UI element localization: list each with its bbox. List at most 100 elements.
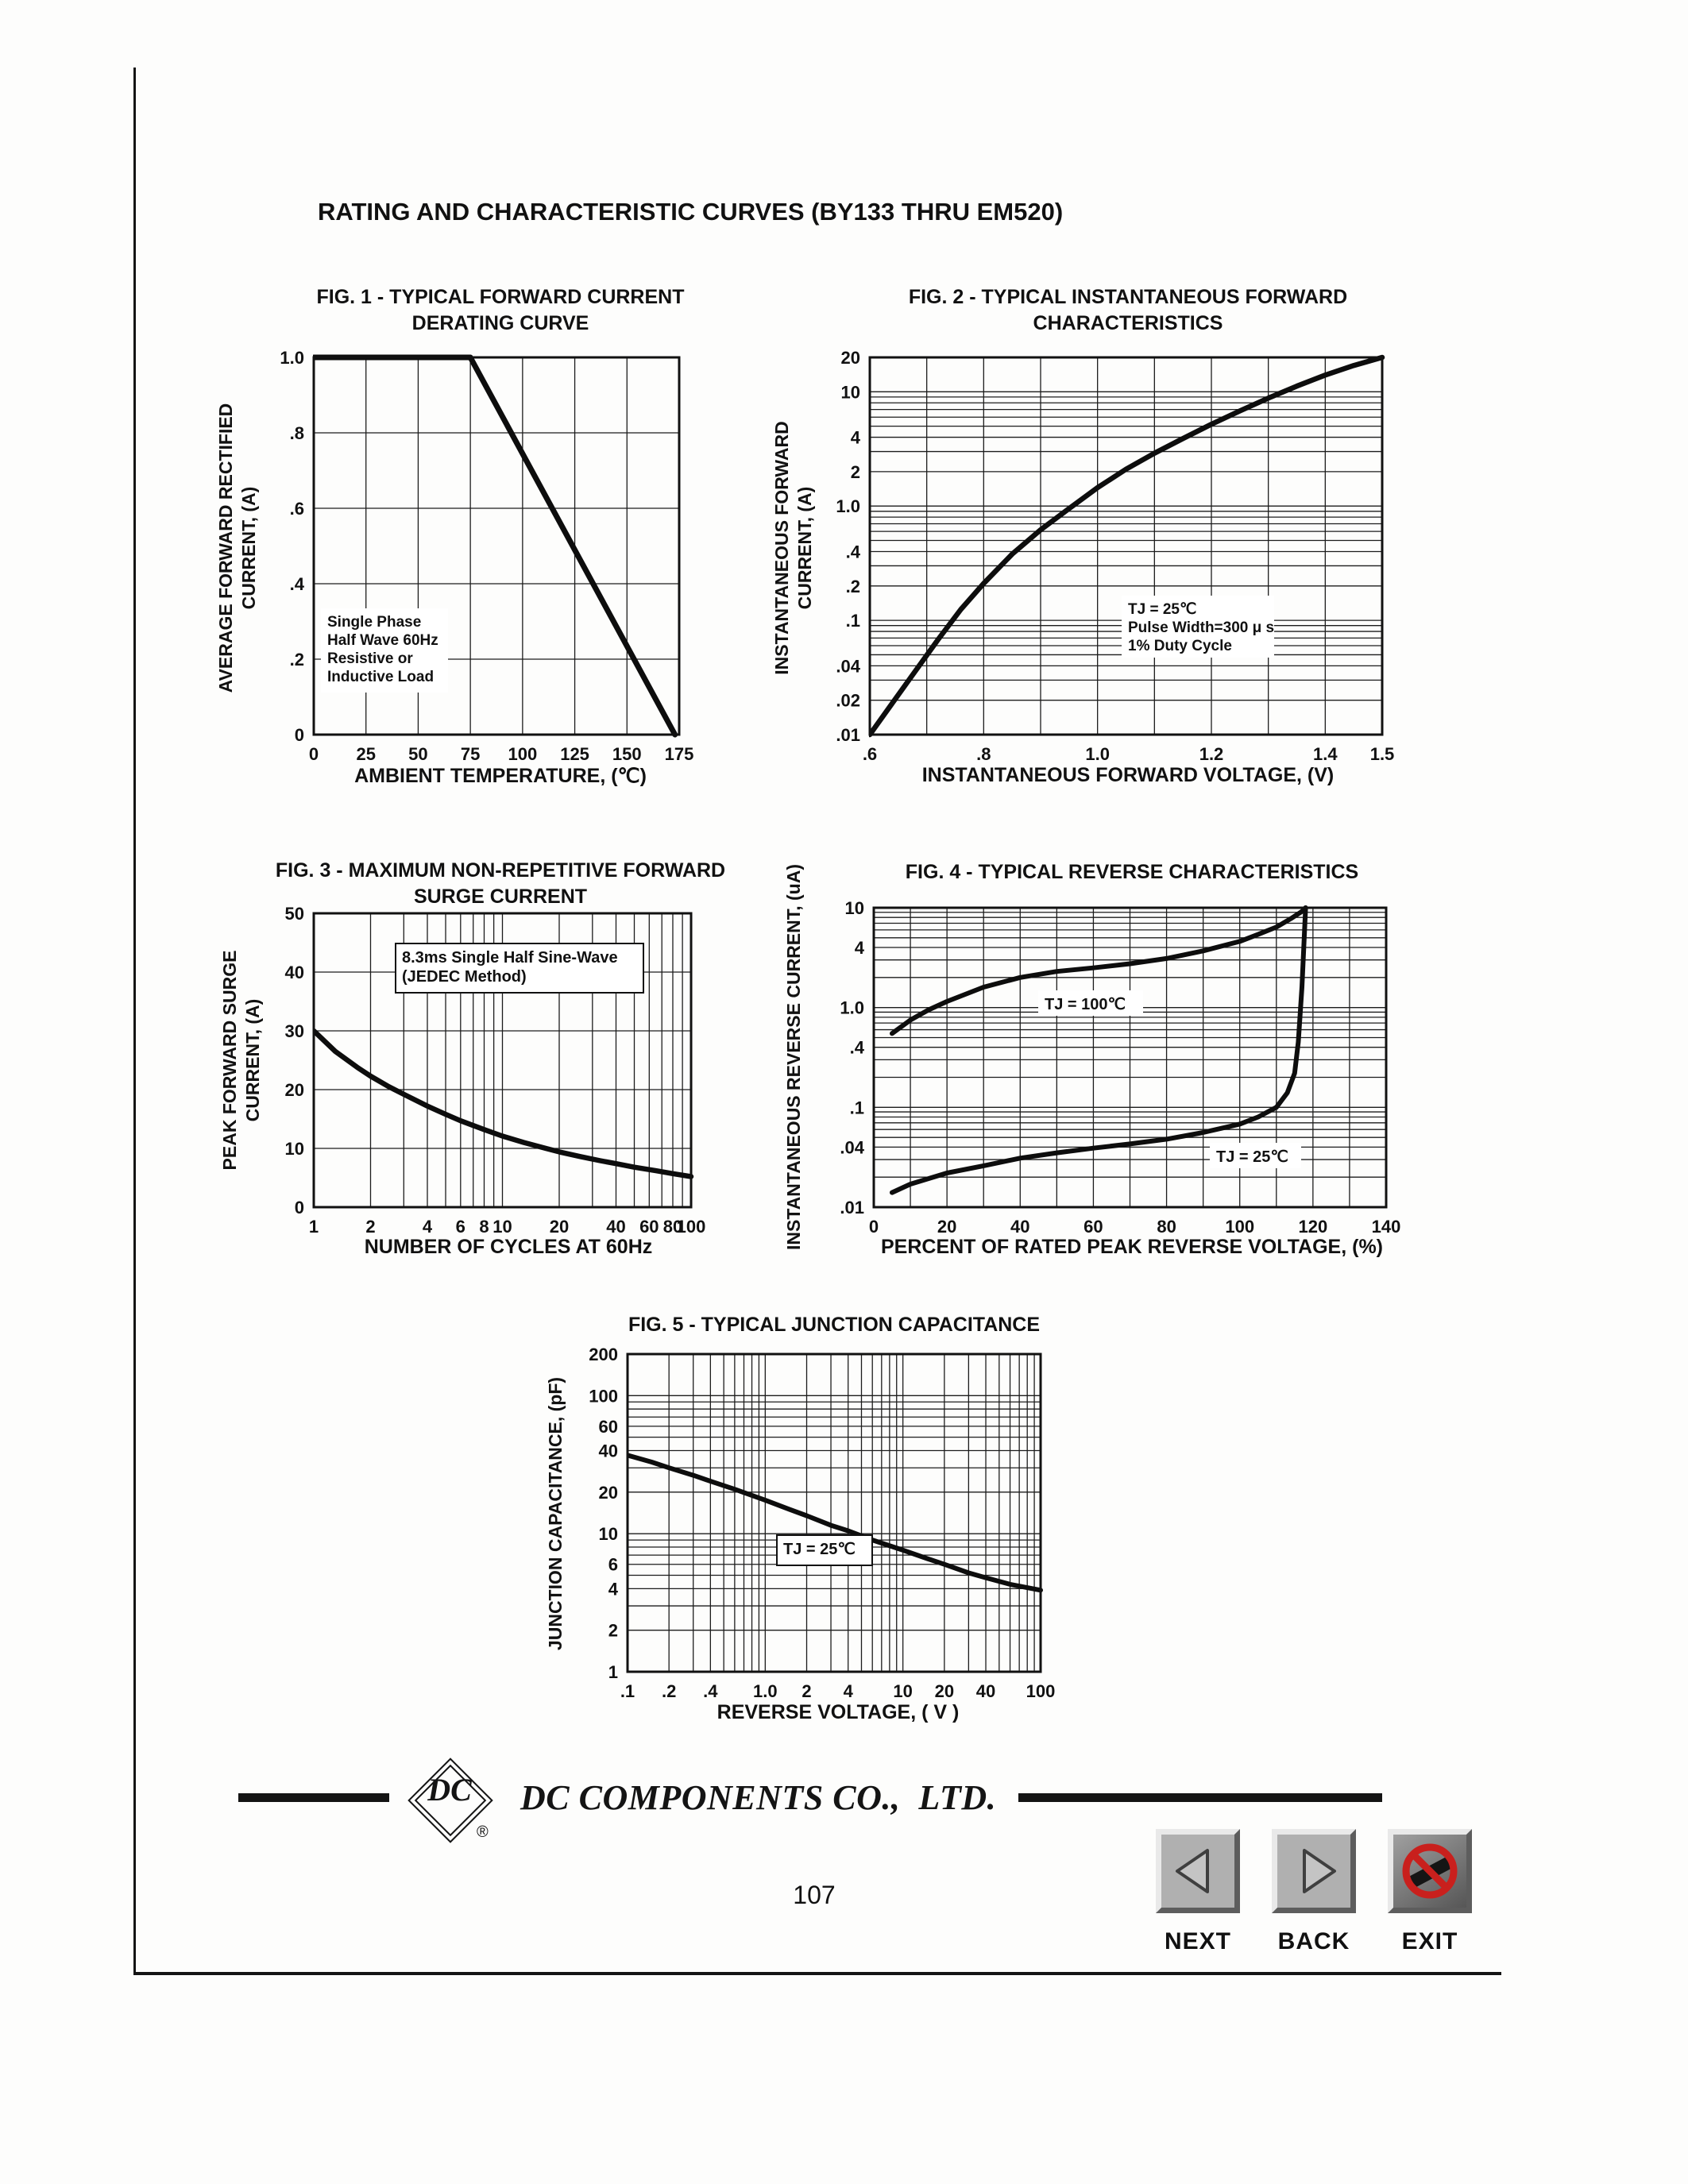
page-title: RATING AND CHARACTERISTIC CURVES (BY133 … xyxy=(318,197,1064,226)
svg-text:.4: .4 xyxy=(290,574,305,594)
svg-text:50: 50 xyxy=(285,904,304,924)
svg-text:120: 120 xyxy=(1298,1217,1327,1237)
svg-text:0: 0 xyxy=(295,725,304,745)
svg-text:100: 100 xyxy=(677,1217,706,1237)
svg-text:.8: .8 xyxy=(976,744,991,764)
svg-text:40: 40 xyxy=(285,963,304,982)
svg-text:2: 2 xyxy=(802,1681,811,1701)
svg-text:30: 30 xyxy=(285,1021,304,1041)
svg-text:10: 10 xyxy=(599,1524,618,1544)
svg-text:200: 200 xyxy=(589,1345,618,1364)
triangle-left-icon xyxy=(1176,1849,1209,1893)
svg-text:Resistive or: Resistive or xyxy=(327,650,413,667)
svg-text:1.0: 1.0 xyxy=(753,1681,778,1701)
svg-text:125: 125 xyxy=(560,744,589,764)
logo-monogram: DC xyxy=(427,1772,472,1808)
fig4-annotation-1: TJ = 25℃ xyxy=(1210,1143,1301,1168)
svg-text:6: 6 xyxy=(608,1555,618,1575)
svg-text:60: 60 xyxy=(599,1417,618,1437)
svg-text:1: 1 xyxy=(608,1662,618,1682)
svg-text:8.3ms Single Half Sine-Wave: 8.3ms Single Half Sine-Wave xyxy=(402,949,618,967)
svg-text:80: 80 xyxy=(663,1217,682,1237)
fig3-title: FIG. 3 - MAXIMUM NON-REPETITIVE FORWARD … xyxy=(275,859,726,908)
svg-text:20: 20 xyxy=(841,348,860,368)
svg-text:0: 0 xyxy=(295,1198,304,1217)
fig4-grid xyxy=(873,907,1387,1208)
svg-text:2: 2 xyxy=(851,462,860,482)
footer-rule-left xyxy=(238,1793,389,1802)
fig2-title: FIG. 2 - TYPICAL INSTANTANEOUS FORWARD C… xyxy=(908,286,1348,334)
back-button-label: BACK xyxy=(1277,1928,1350,1954)
svg-text:0: 0 xyxy=(309,744,319,764)
svg-text:75: 75 xyxy=(461,744,480,764)
svg-text:.04: .04 xyxy=(840,1137,864,1157)
svg-text:20: 20 xyxy=(599,1483,618,1503)
svg-text:.01: .01 xyxy=(840,1198,864,1217)
svg-text:40: 40 xyxy=(599,1441,618,1461)
svg-text:.01: .01 xyxy=(836,725,860,745)
svg-text:Half Wave 60Hz: Half Wave 60Hz xyxy=(327,632,438,649)
svg-text:4: 4 xyxy=(855,938,865,958)
exit-button[interactable] xyxy=(1388,1829,1472,1913)
fig1-title: FIG. 1 - TYPICAL FORWARD CURRENT DERATIN… xyxy=(316,286,685,334)
svg-text:.4: .4 xyxy=(850,1038,865,1058)
svg-text:100: 100 xyxy=(1225,1217,1254,1237)
svg-text:60: 60 xyxy=(1083,1217,1103,1237)
svg-text:40: 40 xyxy=(976,1681,995,1701)
exit-button-label: EXIT xyxy=(1401,1928,1458,1954)
svg-text:Single Phase: Single Phase xyxy=(327,614,421,631)
footer-rule-right xyxy=(1018,1793,1382,1802)
fig4-title: FIG. 4 - TYPICAL REVERSE CHARACTERISTICS xyxy=(905,861,1359,883)
svg-text:100: 100 xyxy=(1026,1681,1056,1701)
svg-text:10: 10 xyxy=(841,382,860,402)
svg-text:.6: .6 xyxy=(290,499,304,519)
svg-text:TJ = 25℃: TJ = 25℃ xyxy=(1216,1148,1288,1166)
next-button-label: NEXT xyxy=(1164,1928,1231,1954)
svg-text:8: 8 xyxy=(479,1217,489,1237)
svg-text:150: 150 xyxy=(612,744,642,764)
svg-text:2: 2 xyxy=(608,1621,618,1641)
svg-text:1.0: 1.0 xyxy=(280,348,304,368)
fig4-chart: TJ = 100℃ TJ = 25℃ 0 20 40 60 80 100 120 140 10 4 1.… xyxy=(840,898,1400,1237)
svg-text:.2: .2 xyxy=(290,650,304,669)
next-button[interactable] xyxy=(1156,1829,1240,1913)
fig5-title: FIG. 5 - TYPICAL JUNCTION CAPACITANCE xyxy=(628,1314,1041,1336)
left-border-rule xyxy=(133,68,136,1974)
svg-text:Pulse Width=300 μ s: Pulse Width=300 μ s xyxy=(1128,619,1274,636)
svg-text:TJ = 100℃: TJ = 100℃ xyxy=(1045,996,1126,1013)
svg-text:.1: .1 xyxy=(850,1098,864,1117)
svg-text:.1: .1 xyxy=(846,611,860,631)
svg-text:1.0: 1.0 xyxy=(840,998,864,1018)
svg-text:175: 175 xyxy=(665,744,694,764)
fig1-y-axis-label: AVERAGE FORWARD RECTIFIED CURRENT, (A) xyxy=(215,403,259,693)
back-button[interactable] xyxy=(1272,1829,1356,1913)
fig5-chart: TJ = 25℃ .1 .2 .4 1.0 2 4 10 20 40 100 200 100 60 40 20… xyxy=(589,1345,1056,1701)
fig5-grid xyxy=(627,1353,1041,1673)
dc-components-logo: DC ® xyxy=(407,1757,493,1843)
svg-text:1.2: 1.2 xyxy=(1199,744,1224,764)
svg-text:.2: .2 xyxy=(662,1681,676,1701)
triangle-right-icon xyxy=(1303,1849,1336,1893)
svg-text:.1: .1 xyxy=(620,1681,635,1701)
registered-trademark-symbol: ® xyxy=(477,1823,489,1841)
svg-text:TJ = 25℃: TJ = 25℃ xyxy=(783,1541,856,1558)
fig2-grid xyxy=(869,357,1383,735)
fig5-series-junction-capacitance xyxy=(627,1453,1043,1593)
svg-text:.04: .04 xyxy=(836,656,860,676)
fig4-annotation-0: TJ = 100℃ xyxy=(1038,990,1143,1016)
svg-text:.02: .02 xyxy=(836,691,860,711)
svg-text:4: 4 xyxy=(423,1217,433,1237)
bottom-border-rule xyxy=(133,1972,1501,1975)
svg-text:40: 40 xyxy=(606,1217,625,1237)
fig4-y-axis-label: INSTANTANEOUS REVERSE CURRENT, (uA) xyxy=(783,864,804,1250)
svg-text:1: 1 xyxy=(309,1217,319,1237)
fig4-series-tj-100c xyxy=(890,905,1308,1036)
svg-text:1.0: 1.0 xyxy=(1085,744,1110,764)
page-number: 107 xyxy=(793,1881,836,1909)
svg-text:20: 20 xyxy=(550,1217,569,1237)
fig5-y-axis-label: JUNCTION CAPACITANCE, (pF) xyxy=(545,1376,566,1651)
fig3-annotation-0: 8.3ms Single Half Sine-Wave(JEDEC Method… xyxy=(395,943,644,994)
